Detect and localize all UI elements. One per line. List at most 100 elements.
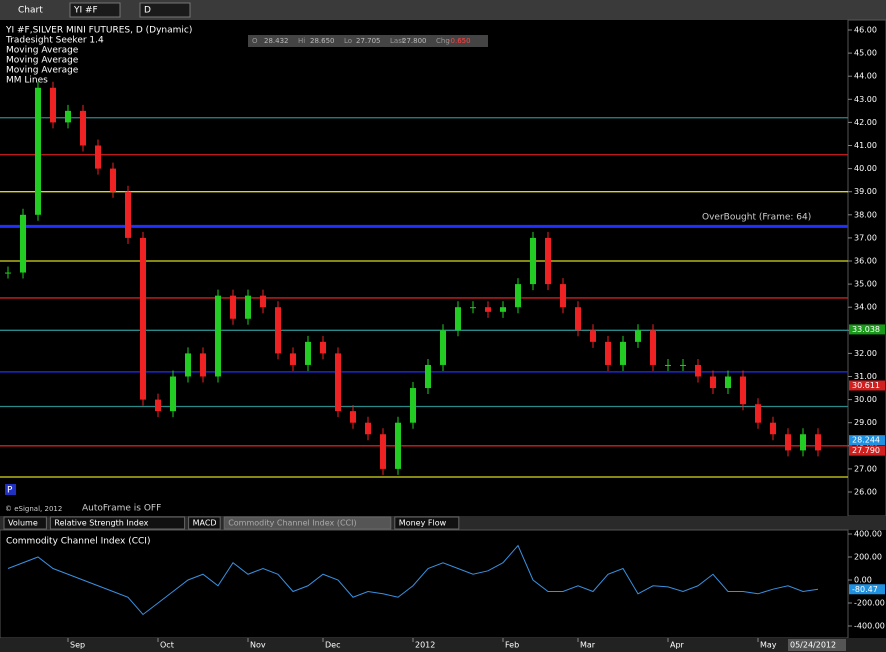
cci-tick-label: -400.00 bbox=[854, 622, 885, 631]
candle-body bbox=[515, 284, 521, 308]
candle-body bbox=[110, 168, 116, 192]
x-tick-label: Apr bbox=[670, 641, 685, 650]
candle-body bbox=[770, 422, 776, 435]
candle-body bbox=[785, 434, 791, 451]
last-value-label: 30.611 bbox=[852, 381, 880, 390]
p-label: P bbox=[7, 486, 13, 496]
interval[interactable]: D bbox=[144, 6, 151, 16]
header-line: Moving Average bbox=[6, 46, 79, 56]
candle-body bbox=[50, 87, 56, 123]
tab[interactable] bbox=[223, 516, 392, 530]
tab-label[interactable]: MACD bbox=[193, 519, 217, 528]
candle-body bbox=[800, 434, 806, 451]
tab[interactable] bbox=[394, 516, 460, 530]
cci-last-label: -80.47 bbox=[852, 585, 878, 594]
header-line: YI #F,SILVER MINI FUTURES, D (Dynamic) bbox=[5, 26, 192, 36]
y-tick-label: 42.00 bbox=[854, 118, 877, 127]
candle-body bbox=[620, 341, 626, 365]
candle-body bbox=[395, 422, 401, 469]
candle-body bbox=[485, 307, 491, 312]
x-tick-label: Nov bbox=[250, 641, 266, 650]
candle-body bbox=[365, 422, 371, 435]
x-tick-label: Oct bbox=[160, 641, 174, 650]
quote-value: 27.705 bbox=[356, 37, 381, 45]
candle-body bbox=[215, 295, 221, 377]
cci-title: Commodity Channel Index (CCI) bbox=[6, 537, 150, 547]
candle-body bbox=[260, 295, 266, 308]
symbol-box[interactable] bbox=[69, 2, 121, 18]
candle-body bbox=[95, 145, 101, 169]
quote-value: 27.800 bbox=[402, 37, 427, 45]
candle-body bbox=[440, 330, 446, 365]
y-tick-label: 45.00 bbox=[854, 49, 877, 58]
y-tick-label: 41.00 bbox=[854, 141, 877, 150]
symbol[interactable]: YI #F bbox=[73, 6, 98, 16]
tab-label[interactable]: Money Flow bbox=[399, 519, 447, 528]
candle-body bbox=[230, 295, 236, 319]
candle-body bbox=[470, 307, 476, 309]
candle-body bbox=[80, 110, 86, 146]
tab-label[interactable]: Relative Strength Index bbox=[54, 519, 148, 528]
autoframe-label: AutoFrame is OFF bbox=[82, 504, 161, 514]
candle-body bbox=[290, 353, 296, 365]
last-value-label: 28.244 bbox=[852, 436, 880, 445]
candle-body bbox=[350, 411, 356, 423]
last-value-box bbox=[849, 435, 885, 446]
candle-body bbox=[650, 330, 656, 365]
candle-body bbox=[140, 237, 146, 400]
candle-body bbox=[545, 237, 551, 285]
quote-box bbox=[248, 35, 488, 47]
overbought-label: OverBought (Frame: 64) bbox=[702, 213, 811, 223]
y-tick-label: 37.00 bbox=[854, 233, 877, 242]
candle-body bbox=[635, 330, 641, 342]
date-label: 05/24/2012 bbox=[790, 641, 836, 650]
y-tick-label: 27.00 bbox=[854, 464, 877, 473]
y-tick-label: 46.00 bbox=[854, 26, 877, 35]
quote-label: Chg bbox=[436, 37, 450, 45]
candle-body bbox=[125, 191, 131, 238]
header-line: MM Lines bbox=[6, 76, 48, 86]
tab[interactable] bbox=[188, 516, 221, 530]
candle-body bbox=[425, 364, 431, 389]
candle-body bbox=[725, 376, 731, 389]
y-tick-label: 44.00 bbox=[854, 72, 877, 81]
last-value-box bbox=[849, 380, 885, 391]
last-value-label: 33.038 bbox=[852, 325, 880, 334]
quote-value: 28.432 bbox=[264, 37, 289, 45]
time-axis bbox=[0, 638, 886, 652]
candle-body bbox=[695, 364, 701, 377]
tab[interactable] bbox=[49, 516, 186, 530]
tab-label[interactable]: Volume bbox=[8, 519, 38, 528]
y-tick-label: 40.00 bbox=[854, 164, 877, 173]
candle-body bbox=[560, 284, 566, 308]
y-tick-label: 30.00 bbox=[854, 395, 877, 404]
price-axis bbox=[847, 19, 886, 517]
header-line: Moving Average bbox=[6, 66, 79, 76]
candle-body bbox=[275, 307, 281, 354]
cci-last-box bbox=[849, 584, 885, 595]
interval-box[interactable] bbox=[139, 2, 191, 18]
last-value-box bbox=[849, 324, 885, 335]
cci-line bbox=[7, 544, 819, 616]
y-tick-label: 34.00 bbox=[854, 303, 877, 312]
candle-body bbox=[605, 341, 611, 365]
quote-label: O bbox=[252, 37, 258, 45]
candle-body bbox=[185, 353, 191, 377]
y-tick-label: 38.00 bbox=[854, 210, 877, 219]
candle-body bbox=[455, 307, 461, 331]
header-line: Moving Average bbox=[6, 56, 79, 66]
candle-body bbox=[320, 341, 326, 354]
candle-body bbox=[335, 353, 341, 412]
cci-tick-label: -200.00 bbox=[854, 599, 885, 608]
tab[interactable] bbox=[3, 516, 47, 530]
p-button[interactable] bbox=[5, 484, 16, 495]
x-tick-label: Sep bbox=[70, 641, 85, 650]
y-tick-label: 43.00 bbox=[854, 95, 877, 104]
window-title: Chart bbox=[18, 6, 43, 16]
tab-label[interactable]: Commodity Channel Index (CCI) bbox=[228, 519, 356, 528]
x-tick-label: Feb bbox=[505, 641, 519, 650]
candle-body bbox=[245, 295, 251, 319]
toolbar bbox=[0, 0, 886, 20]
candle-body bbox=[680, 364, 686, 366]
